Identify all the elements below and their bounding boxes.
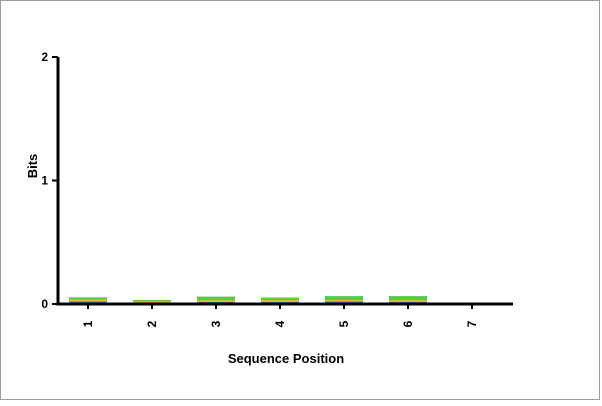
- logo-glyph-green: [133, 299, 171, 302]
- logo-glyph-green: [197, 296, 235, 301]
- y-axis-label: Bits: [25, 154, 40, 179]
- x-tick-label: 1: [81, 320, 95, 327]
- logo-glyph-green: [325, 296, 363, 301]
- logo-glyph-orange: [197, 300, 235, 302]
- logo-glyph-orange: [133, 301, 171, 303]
- x-tick-label: 6: [401, 320, 415, 327]
- logo-glyph-blue: [389, 301, 427, 304]
- logo-glyph-orange: [69, 299, 107, 302]
- logo-glyph-blue: [69, 301, 107, 303]
- logo-glyph-green: [261, 297, 299, 301]
- logo-glyph-green: [389, 296, 427, 301]
- y-tick-label: 0: [41, 297, 48, 311]
- x-tick-label: 3: [209, 320, 223, 327]
- logo-glyph-green: [69, 297, 107, 300]
- logo-glyph-orange: [325, 300, 363, 302]
- y-tick-label: 2: [41, 50, 48, 64]
- logo-glyph-orange: [389, 300, 427, 302]
- axes: 0 1 2 1 2 3 4 5 6 7: [41, 50, 513, 327]
- logo-glyph-blue: [197, 301, 235, 304]
- x-axis-label: Sequence Position: [228, 351, 344, 366]
- logo-glyph-blue: [325, 301, 363, 303]
- x-tick-label: 5: [337, 320, 351, 327]
- x-tick-label: 4: [273, 320, 287, 327]
- logo-glyph-orange: [261, 300, 299, 303]
- x-tick-label: 2: [145, 320, 159, 327]
- y-tick-label: 1: [41, 174, 48, 188]
- x-tick-label: 7: [465, 320, 479, 327]
